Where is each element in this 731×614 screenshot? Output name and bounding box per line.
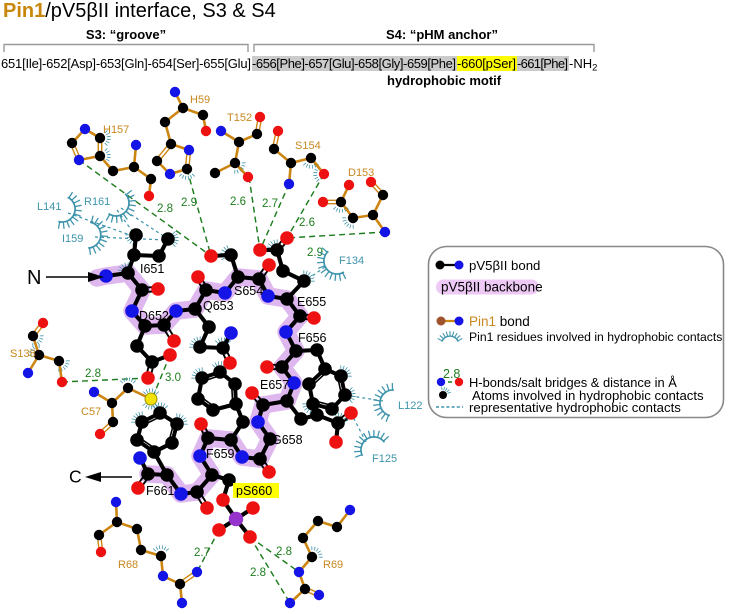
svg-text:C57: C57 [81, 406, 101, 418]
svg-text:2.6: 2.6 [230, 196, 246, 208]
svg-text:I159: I159 [62, 233, 83, 245]
svg-text:F134: F134 [339, 255, 364, 267]
svg-text:Pin1 residues involved in hydr: Pin1 residues involved in hydrophobic co… [469, 330, 722, 344]
svg-text:Q653: Q653 [203, 299, 234, 313]
svg-text:F661: F661 [146, 484, 175, 498]
svg-text:2.7: 2.7 [194, 547, 210, 559]
svg-text:Pin1/pV5βII interface, S3 & S4: Pin1/pV5βII interface, S3 & S4 [3, 0, 276, 22]
svg-text:hydrophobic motif: hydrophobic motif [387, 73, 502, 88]
svg-text:R69: R69 [323, 559, 343, 571]
svg-text:E657: E657 [260, 378, 289, 392]
svg-text:3.0: 3.0 [165, 372, 181, 384]
svg-text:2.8: 2.8 [250, 567, 266, 579]
svg-text:H157: H157 [103, 124, 129, 136]
svg-text:representative hydrophobic con: representative hydrophobic contacts [469, 400, 681, 415]
svg-text:S3: “groove”: S3: “groove” [86, 27, 166, 42]
svg-text:D652: D652 [139, 309, 169, 323]
svg-text:L141: L141 [37, 201, 61, 213]
svg-text:pV5βII backbone: pV5βII backbone [441, 280, 543, 295]
svg-text:I651: I651 [140, 262, 164, 276]
svg-text:D153: D153 [348, 167, 374, 179]
svg-text:C: C [69, 467, 82, 487]
svg-text:2.6: 2.6 [299, 217, 315, 229]
svg-text:2.8: 2.8 [276, 546, 292, 558]
svg-text:N: N [27, 267, 41, 289]
svg-text:2.9: 2.9 [181, 197, 197, 209]
svg-text:pV5βII bond: pV5βII bond [469, 258, 540, 273]
svg-text:G658: G658 [272, 433, 303, 447]
svg-text:E655: E655 [297, 295, 326, 309]
svg-text:2.8: 2.8 [157, 203, 173, 215]
svg-text:S154: S154 [295, 140, 321, 152]
svg-text:R161: R161 [84, 196, 110, 208]
svg-text:Pin1 bond: Pin1 bond [469, 314, 530, 329]
svg-text:S654: S654 [234, 284, 263, 298]
svg-text:H59: H59 [190, 94, 210, 106]
svg-text:L122: L122 [398, 400, 422, 412]
svg-text:2.7: 2.7 [262, 198, 278, 210]
svg-text:F125: F125 [372, 453, 397, 465]
svg-text:F659: F659 [206, 447, 235, 461]
svg-text:pS660: pS660 [236, 484, 272, 498]
svg-text:2.8: 2.8 [85, 368, 101, 380]
svg-text:651[Ile]-652[Asp]-653[Gln]-654: 651[Ile]-652[Asp]-653[Gln]-654[Ser]-655[… [1, 56, 597, 74]
svg-text:R68: R68 [118, 559, 138, 571]
svg-text:F656: F656 [298, 331, 327, 345]
svg-text:S138: S138 [10, 348, 36, 360]
svg-text:T152: T152 [227, 112, 252, 124]
svg-text:S4: “pHM anchor”: S4: “pHM anchor” [386, 27, 498, 42]
